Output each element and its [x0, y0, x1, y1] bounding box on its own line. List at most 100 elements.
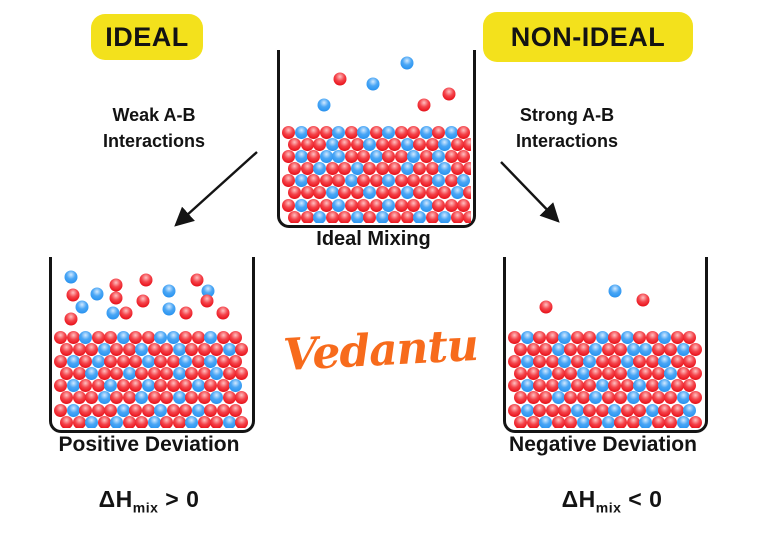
red-molecule — [216, 306, 230, 320]
red-molecule — [388, 162, 401, 176]
red-molecule — [54, 403, 67, 417]
blue-molecule — [332, 198, 345, 212]
red-molecule — [463, 162, 471, 176]
red-molecule — [369, 174, 383, 188]
blue-molecule — [141, 379, 155, 393]
beaker-liquid — [508, 331, 703, 428]
red-molecule — [300, 186, 314, 200]
red-molecule — [683, 379, 696, 393]
blue-molecule — [626, 343, 640, 357]
blue-molecule — [432, 150, 445, 164]
red-molecule — [204, 403, 217, 417]
red-molecule — [570, 355, 584, 369]
red-molecule — [388, 138, 401, 152]
blue-molecule — [419, 198, 433, 212]
red-molecule — [683, 355, 696, 369]
red-molecule — [160, 343, 173, 357]
red-molecule — [110, 391, 123, 405]
red-molecule — [229, 355, 242, 369]
blue-molecule — [363, 138, 376, 152]
red-molecule — [463, 210, 471, 223]
red-molecule — [229, 403, 242, 417]
red-molecule — [191, 331, 205, 344]
blue-molecule — [363, 186, 376, 200]
delta-h-subscript: mix — [595, 499, 622, 516]
blue-molecule — [645, 403, 659, 417]
blue-molecule — [313, 210, 326, 223]
blue-molecule — [626, 367, 640, 381]
blue-molecule — [551, 391, 565, 405]
red-molecule — [216, 403, 230, 417]
blue-molecule — [558, 379, 571, 393]
red-molecule — [419, 174, 433, 188]
red-molecule — [526, 367, 540, 381]
blue-molecule — [658, 331, 671, 344]
blue-molecule — [595, 379, 609, 393]
red-molecule — [282, 198, 295, 212]
red-molecule — [633, 355, 646, 369]
strong-caption-line1: Strong A-B — [519, 105, 615, 125]
red-molecule — [545, 355, 559, 369]
red-molecule — [344, 150, 358, 164]
red-molecule — [614, 343, 627, 357]
liquid-row — [282, 150, 471, 164]
liquid-row — [282, 162, 471, 176]
delta-h-relation: < 0 — [628, 486, 663, 512]
red-molecule — [190, 273, 204, 287]
blue-molecule — [400, 56, 414, 70]
red-molecule — [197, 367, 211, 381]
red-molecule — [645, 379, 659, 393]
negative-deviation-beaker — [503, 257, 708, 433]
liquid-row — [282, 198, 471, 212]
blue-molecule — [172, 367, 186, 381]
blue-molecule — [222, 415, 236, 428]
red-molecule — [179, 331, 192, 344]
red-molecule — [620, 379, 634, 393]
blue-molecule — [154, 403, 167, 417]
weak-caption-line2: Interactions — [102, 131, 206, 151]
red-molecule — [313, 138, 326, 152]
liquid-row — [508, 391, 703, 405]
red-molecule — [457, 198, 470, 212]
red-molecule — [229, 331, 242, 344]
red-molecule — [608, 331, 621, 344]
blue-molecule — [317, 98, 331, 112]
blue-molecule — [135, 343, 148, 357]
liquid-row — [282, 138, 471, 152]
red-molecule — [651, 367, 665, 381]
blue-molecule — [166, 331, 180, 344]
red-molecule — [589, 415, 602, 428]
blue-molecule — [400, 162, 414, 176]
beaker-headspace — [58, 259, 246, 330]
liquid-row — [508, 379, 703, 393]
blue-molecule — [313, 162, 326, 176]
red-molecule — [344, 126, 358, 139]
red-molecule — [185, 343, 198, 357]
red-molecule — [514, 343, 527, 357]
red-molecule — [79, 403, 92, 417]
red-molecule — [216, 379, 230, 393]
red-molecule — [154, 379, 167, 393]
red-molecule — [110, 367, 123, 381]
red-molecule — [425, 138, 439, 152]
red-molecule — [514, 415, 527, 428]
red-molecule — [166, 379, 180, 393]
red-molecule — [235, 343, 248, 357]
blue-molecule — [147, 415, 161, 428]
red-molecule — [545, 331, 559, 344]
liquid-row — [282, 210, 471, 223]
red-molecule — [651, 391, 665, 405]
blue-molecule — [375, 210, 389, 223]
red-molecule — [109, 291, 123, 305]
red-molecule — [425, 186, 439, 200]
blue-molecule — [595, 331, 609, 344]
blue-molecule — [116, 331, 130, 344]
red-molecule — [172, 415, 186, 428]
red-molecule — [307, 150, 320, 164]
ideal-mixing-beaker — [277, 50, 476, 228]
blue-molecule — [85, 367, 98, 381]
blue-molecule — [444, 126, 458, 139]
red-molecule — [85, 391, 98, 405]
blue-molecule — [382, 174, 395, 188]
red-molecule — [72, 343, 86, 357]
